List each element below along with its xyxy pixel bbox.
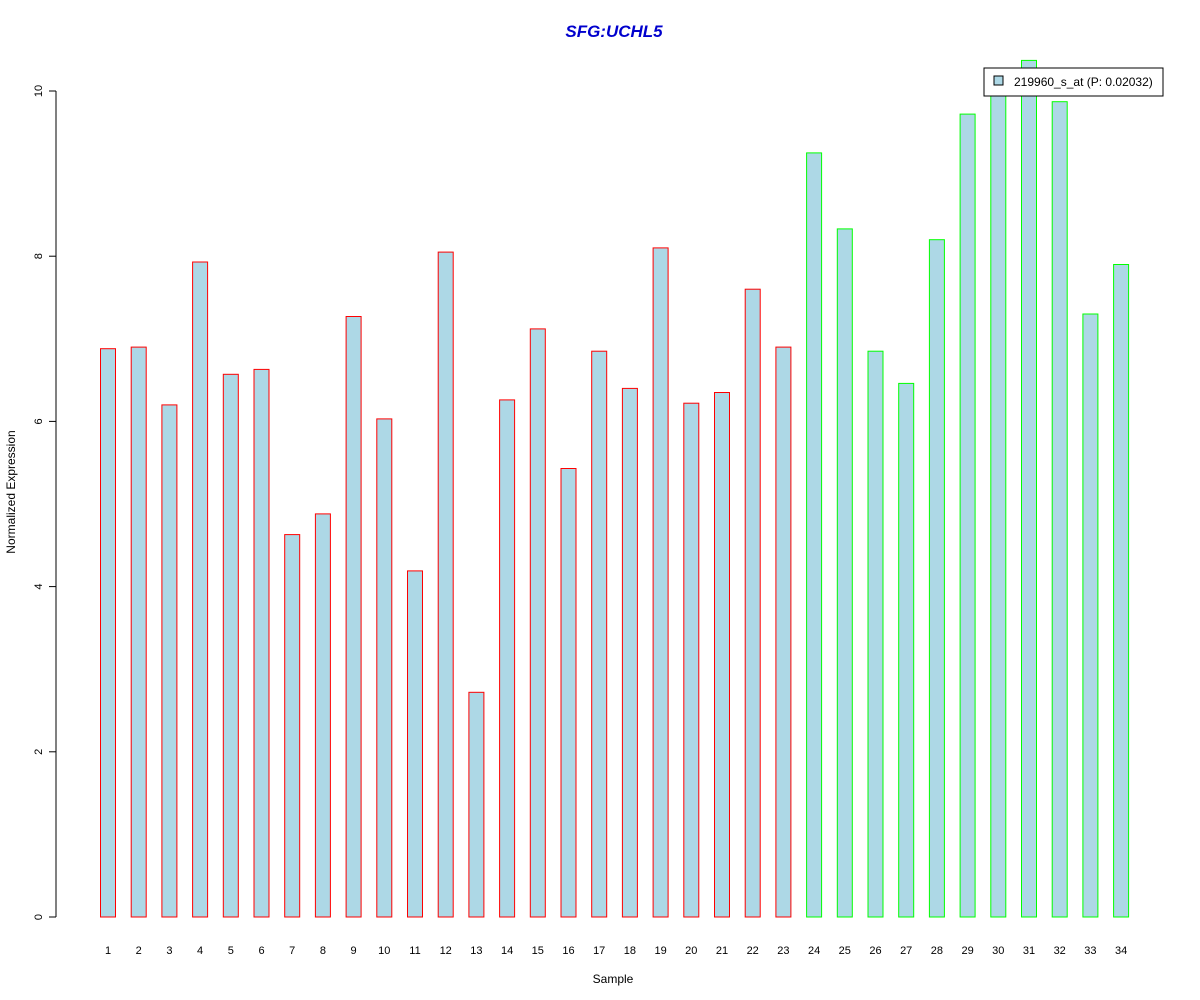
bar bbox=[192, 261, 209, 918]
bar bbox=[652, 247, 669, 918]
legend-label: 219960_s_at (P: 0.02032) bbox=[1014, 75, 1153, 89]
x-tick-label: 4 bbox=[197, 945, 203, 957]
legend-swatch bbox=[993, 75, 1004, 86]
bar bbox=[928, 239, 945, 918]
x-tick-label: 11 bbox=[409, 945, 420, 957]
bar bbox=[345, 316, 362, 918]
bar bbox=[437, 251, 454, 918]
x-tick-labels: 1 2 3 4 5 6 7 8 9 10 11 12 13 14 15 16 17 18 19 20 21 22 23 24 2… bbox=[105, 945, 1127, 957]
bar bbox=[407, 570, 423, 918]
bar bbox=[161, 404, 178, 918]
x-tick-label: 32 bbox=[1054, 945, 1066, 957]
bar bbox=[714, 392, 730, 918]
x-tick-label: 25 bbox=[839, 945, 851, 957]
bar bbox=[1021, 59, 1037, 918]
x-tick-label: 18 bbox=[624, 945, 636, 957]
y-tick-label: 4 bbox=[33, 584, 45, 590]
x-tick-label: 22 bbox=[747, 945, 759, 957]
bar bbox=[284, 534, 301, 918]
chart-title: SFG:UCHL5 bbox=[565, 22, 663, 41]
bar bbox=[591, 350, 608, 918]
x-tick-label: 21 bbox=[716, 945, 728, 957]
bar bbox=[806, 152, 823, 918]
x-tick-label: 7 bbox=[289, 945, 295, 957]
x-tick-label: 9 bbox=[351, 945, 357, 957]
bar bbox=[253, 368, 270, 918]
bar bbox=[898, 382, 915, 918]
x-tick-label: 10 bbox=[378, 945, 390, 957]
y-tick-label: 8 bbox=[33, 253, 45, 259]
bar bbox=[100, 348, 116, 918]
x-tick-label: 20 bbox=[685, 945, 697, 957]
bar bbox=[560, 468, 577, 918]
x-tick-label: 3 bbox=[166, 945, 172, 957]
x-tick-label: 12 bbox=[440, 945, 452, 957]
x-tick-label: 26 bbox=[869, 945, 881, 957]
legend-box bbox=[983, 67, 1164, 97]
x-tick-label: 17 bbox=[593, 945, 605, 957]
bar bbox=[990, 86, 1007, 918]
x-tick-label: 14 bbox=[501, 945, 513, 957]
x-tick-label: 24 bbox=[808, 945, 820, 957]
bar bbox=[775, 346, 792, 918]
y-tick-label: 6 bbox=[33, 418, 45, 424]
bar bbox=[1051, 101, 1068, 918]
x-tick-label: 15 bbox=[532, 945, 544, 957]
bar bbox=[621, 387, 638, 918]
y-tick-label: 10 bbox=[33, 85, 45, 97]
x-tick-label: 8 bbox=[320, 945, 326, 957]
x-tick-label: 29 bbox=[961, 945, 973, 957]
x-tick-label: 23 bbox=[777, 945, 789, 957]
bar bbox=[130, 346, 147, 918]
y-tick-label: 2 bbox=[33, 749, 45, 755]
bar bbox=[1113, 264, 1130, 918]
x-tick-label: 30 bbox=[992, 945, 1004, 957]
x-tick-label: 16 bbox=[562, 945, 574, 957]
x-tick-label: 5 bbox=[228, 945, 234, 957]
x-tick-label: 2 bbox=[136, 945, 142, 957]
bar bbox=[376, 418, 393, 918]
bars-group bbox=[100, 59, 1130, 918]
bar bbox=[1082, 313, 1099, 918]
x-tick-label: 6 bbox=[258, 945, 264, 957]
y-tick-label: 0 bbox=[33, 914, 45, 920]
bar bbox=[744, 288, 761, 918]
bar bbox=[836, 228, 853, 918]
x-tick-label: 31 bbox=[1023, 945, 1035, 957]
bar bbox=[314, 513, 331, 918]
x-tick-label: 19 bbox=[654, 945, 666, 957]
x-tick-label: 33 bbox=[1084, 945, 1096, 957]
x-tick-label: 1 bbox=[105, 945, 111, 957]
y-axis: 0 2 4 6 8 10 bbox=[33, 85, 57, 920]
bar bbox=[222, 373, 239, 918]
bar bbox=[529, 328, 546, 918]
x-tick-label: 27 bbox=[900, 945, 912, 957]
bar bbox=[468, 691, 485, 918]
y-axis-label: Normalized Expression bbox=[4, 430, 18, 553]
x-tick-label: 28 bbox=[931, 945, 943, 957]
x-tick-label: 34 bbox=[1115, 945, 1127, 957]
bar bbox=[683, 402, 700, 918]
legend: 219960_s_at (P: 0.02032) bbox=[983, 67, 1164, 97]
bar bbox=[499, 399, 516, 918]
bar bbox=[959, 113, 976, 918]
bar bbox=[867, 350, 884, 918]
x-tick-label: 13 bbox=[470, 945, 482, 957]
x-axis-label: Sample bbox=[593, 972, 634, 986]
